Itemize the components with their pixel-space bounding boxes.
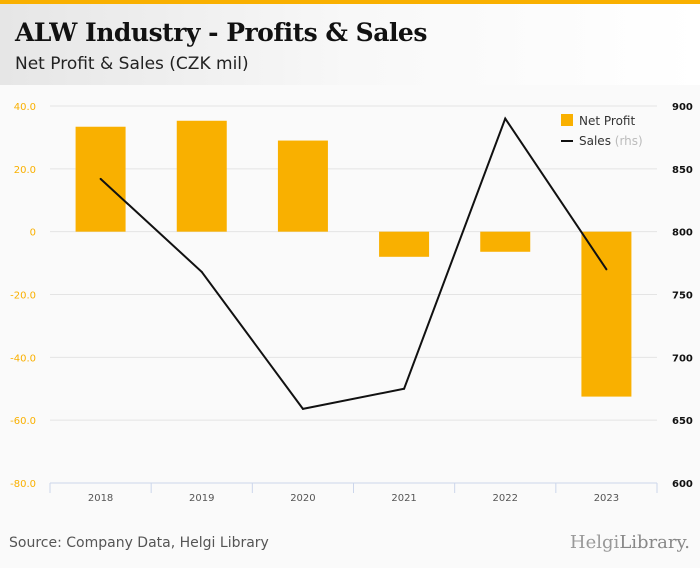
x-axis-label: 2023 — [594, 493, 619, 504]
right-axis-tick: 700 — [672, 353, 693, 364]
right-axis-tick: 650 — [672, 416, 693, 427]
left-axis-tick: 40.0 — [14, 102, 36, 113]
right-axis-tick: 750 — [672, 291, 693, 302]
x-axis-label: 2022 — [493, 493, 518, 504]
left-axis-tick: -80.0 — [10, 479, 36, 490]
left-axis-tick: 0 — [30, 228, 36, 239]
left-axis-tick: -60.0 — [10, 416, 36, 427]
x-axis-label: 2019 — [189, 493, 214, 504]
legend-net-profit-swatch — [561, 114, 573, 126]
left-axis-tick: -20.0 — [10, 291, 36, 302]
logo-main: Helgi — [569, 532, 620, 553]
chart-header: ALW Industry - Profits & Sales Net Profi… — [0, 4, 700, 85]
right-axis-tick: 600 — [672, 479, 693, 490]
legend-sales-label: Sales (rhs) — [579, 134, 643, 148]
sales-point-2018 — [99, 177, 102, 180]
bar-net-profit-2023 — [581, 231, 632, 397]
legend-net-profit-label: Net Profit — [579, 114, 635, 128]
x-axis-label: 2020 — [290, 493, 315, 504]
sales-point-2022 — [504, 117, 507, 120]
chart-title: ALW Industry - Profits & Sales — [15, 18, 427, 47]
sales-point-2020 — [301, 407, 304, 410]
bar-net-profit-2021 — [379, 231, 430, 257]
right-axis-tick: 850 — [672, 165, 693, 176]
left-axis-tick: -40.0 — [10, 353, 36, 364]
bar-net-profit-2020 — [277, 140, 328, 232]
x-axis-label: 2021 — [391, 493, 416, 504]
logo-rest: Library. — [619, 532, 690, 553]
sales-point-2021 — [403, 387, 406, 390]
bar-net-profit-2022 — [480, 231, 531, 252]
x-axis-label: 2018 — [88, 493, 113, 504]
bar-net-profit-2019 — [176, 120, 227, 232]
right-axis-tick: 800 — [672, 228, 693, 239]
sales-point-2019 — [200, 270, 203, 273]
left-axis-tick: 20.0 — [14, 165, 36, 176]
helgi-library-logo: HelgiLibrary. — [570, 532, 690, 553]
source-note: Source: Company Data, Helgi Library — [9, 535, 269, 551]
sales-line — [99, 116, 608, 410]
sales-point-2023 — [605, 268, 608, 271]
right-axis-tick: 900 — [672, 102, 693, 113]
chart-subtitle: Net Profit & Sales (CZK mil) — [15, 54, 249, 74]
top-accent-bar — [0, 0, 700, 4]
legend-rhs-note: (rhs) — [615, 134, 643, 148]
